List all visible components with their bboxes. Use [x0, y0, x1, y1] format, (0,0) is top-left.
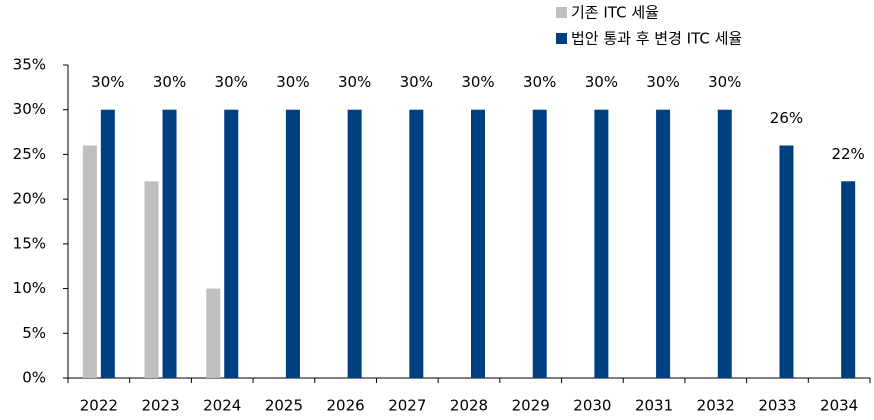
x-tick-label: 2027: [388, 397, 426, 415]
bar: [162, 109, 177, 378]
data-label: 30%: [338, 73, 371, 91]
x-tick-label: 2030: [573, 397, 611, 415]
legend-swatch: [556, 33, 567, 44]
y-tick-label: 10%: [13, 279, 46, 297]
y-tick-label: 5%: [22, 324, 46, 342]
bar: [144, 181, 159, 378]
y-tick-label: 0%: [22, 369, 46, 387]
legend-swatch: [556, 7, 567, 18]
data-label: 30%: [276, 73, 309, 91]
data-label: 30%: [461, 73, 494, 91]
x-tick-label: 2033: [758, 397, 796, 415]
x-tick-label: 2024: [203, 397, 241, 415]
bar: [100, 109, 115, 378]
x-tick-label: 2029: [512, 397, 550, 415]
x-tick-label: 2022: [80, 397, 118, 415]
bar: [285, 109, 300, 378]
bar: [409, 109, 424, 378]
x-tick-label: 2026: [327, 397, 365, 415]
bar: [717, 109, 732, 378]
legend-label: 법안 통과 후 변경 ITC 세율: [571, 30, 742, 48]
y-tick-label: 25%: [13, 145, 46, 163]
data-label: 30%: [523, 73, 556, 91]
data-label: 30%: [400, 73, 433, 91]
data-label: 30%: [153, 73, 186, 91]
data-label: 22%: [831, 145, 864, 163]
x-tick-label: 2034: [820, 397, 858, 415]
bar: [224, 109, 239, 378]
bar: [594, 109, 609, 378]
bar: [779, 145, 794, 378]
y-tick-label: 30%: [13, 100, 46, 118]
data-label: 30%: [646, 73, 679, 91]
bar: [841, 181, 856, 378]
bar: [471, 109, 485, 378]
y-tick-label: 35%: [13, 56, 46, 74]
legend-label: 기존 ITC 세율: [571, 4, 659, 22]
bar: [656, 109, 671, 378]
data-label: 30%: [708, 73, 741, 91]
x-tick-label: 2031: [635, 397, 673, 415]
data-label: 30%: [585, 73, 618, 91]
bar: [347, 109, 362, 378]
x-tick-label: 2028: [450, 397, 488, 415]
data-label: 26%: [770, 109, 803, 127]
y-tick-label: 20%: [13, 190, 46, 208]
bar: [82, 145, 97, 378]
data-label: 30%: [91, 73, 124, 91]
data-label: 30%: [215, 73, 248, 91]
x-tick-label: 2032: [697, 397, 735, 415]
bar: [532, 109, 547, 378]
y-tick-label: 15%: [13, 234, 46, 252]
x-tick-label: 2023: [141, 397, 179, 415]
bar: [206, 288, 221, 378]
x-tick-label: 2025: [265, 397, 303, 415]
